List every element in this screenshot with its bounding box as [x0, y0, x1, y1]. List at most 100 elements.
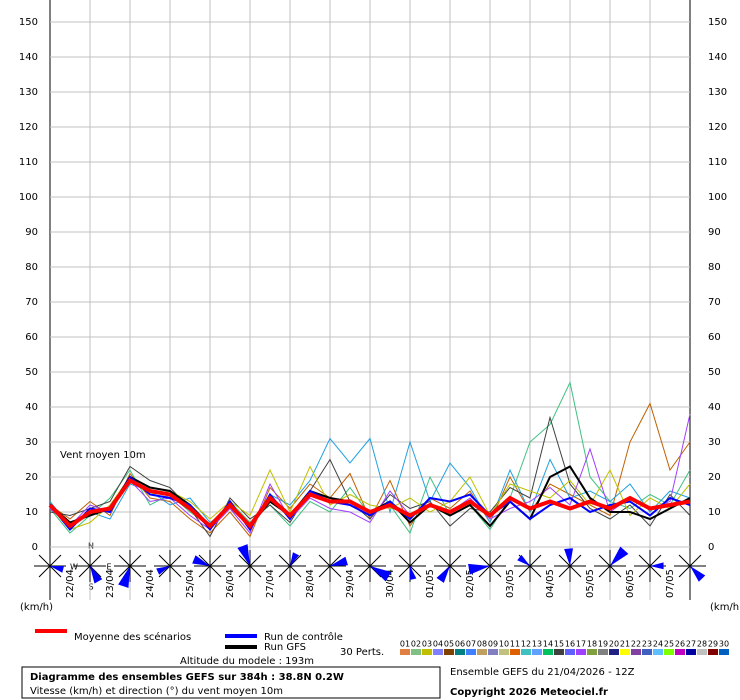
perturbation-code: 10 — [499, 640, 509, 649]
x-tick-label: 03/05 — [505, 569, 516, 598]
footer-box — [21, 666, 441, 699]
perturbation-code: 18 — [587, 640, 597, 649]
perturbation-swatch — [499, 649, 509, 655]
rose-petal — [517, 554, 530, 566]
y2-tick-label: 20 — [708, 472, 721, 483]
perturbation-code: 09 — [488, 640, 498, 649]
y2-tick-label: 30 — [708, 437, 721, 448]
perturbation-code: 14 — [543, 640, 553, 649]
y2-tick-label: 110 — [708, 157, 727, 168]
perturbation-swatch — [455, 649, 465, 655]
y-tick-label: 150 — [19, 17, 38, 28]
perturbation-swatch — [466, 649, 476, 655]
y-tick-label: 70 — [25, 297, 38, 308]
x-tick-label: 25/04 — [185, 569, 196, 598]
perturbation-code: 25 — [664, 640, 674, 649]
y-tick-label: 110 — [19, 157, 38, 168]
y2-tick-label: 100 — [708, 192, 727, 203]
perturbation-line — [49, 415, 691, 538]
perturbation-code: 30 — [719, 640, 729, 649]
perturbation-swatch — [642, 649, 652, 655]
y2-tick-label: 60 — [708, 332, 721, 343]
perturbation-code: 17 — [576, 640, 586, 649]
perturbation-code: 04 — [433, 640, 443, 649]
copyright: Copyright 2026 Meteociel.fr — [450, 687, 608, 698]
rose-petal — [650, 562, 664, 570]
y2-tick-label: 80 — [708, 262, 721, 273]
perturbation-swatch — [477, 649, 487, 655]
perturbation-code: 15 — [554, 640, 564, 649]
perturbation-code: 26 — [675, 640, 685, 649]
series-line — [49, 475, 691, 532]
y-tick-label: 90 — [25, 227, 38, 238]
perturbation-code: 22 — [631, 640, 641, 649]
unit-right: (km/h) — [710, 602, 740, 613]
perturbation-swatch — [543, 649, 553, 655]
run-info: Ensemble GEFS du 21/04/2026 - 12Z — [450, 667, 635, 678]
perturbation-swatch — [653, 649, 663, 655]
perturbation-swatch — [708, 649, 718, 655]
perturbation-swatch — [576, 649, 586, 655]
footer-title: Diagramme des ensembles GEFS sur 384h : … — [30, 672, 344, 683]
perturbation-swatch — [631, 649, 641, 655]
x-tick-label: 23/04 — [105, 569, 116, 598]
perturbation-swatch — [400, 649, 410, 655]
perturbation-swatch — [532, 649, 542, 655]
y-tick-label: 10 — [25, 507, 38, 518]
perturbation-swatch — [411, 649, 421, 655]
rose-petal — [690, 566, 706, 582]
perturbation-code: 07 — [466, 640, 476, 649]
perturbation-swatch — [510, 649, 520, 655]
perturbation-code: 16 — [565, 640, 575, 649]
perturbation-swatch — [521, 649, 531, 655]
perturbation-swatch — [598, 649, 608, 655]
x-tick-label: 05/05 — [585, 569, 596, 598]
y-tick-label: 80 — [25, 262, 38, 273]
perturbation-code: 28 — [697, 640, 707, 649]
perturbation-code: 24 — [653, 640, 663, 649]
perturbation-swatch — [554, 649, 564, 655]
altitude: Altitude du modele : 193m — [180, 656, 314, 667]
x-tick-label: 27/04 — [265, 569, 276, 598]
perturbation-code: 11 — [510, 640, 520, 649]
x-tick-label: 30/04 — [385, 569, 396, 598]
y2-tick-label: 150 — [708, 17, 727, 28]
legend-label: Moyenne des scénarios — [74, 631, 191, 643]
perturbation-swatch — [488, 649, 498, 655]
perturbation-swatch — [675, 649, 685, 655]
perturbation-swatch — [565, 649, 575, 655]
perturbation-code: 12 — [521, 640, 531, 649]
legend-label: Run de contrôle — [264, 631, 343, 643]
annotation: Vent moyen 10m — [60, 450, 146, 461]
rose-petal — [370, 566, 392, 582]
y-tick-label: 0 — [32, 542, 38, 553]
y2-tick-label: 120 — [708, 122, 727, 133]
rose-petal — [90, 566, 103, 584]
compass-e: E — [106, 563, 111, 572]
y-tick-label: 40 — [25, 402, 38, 413]
perturbation-code: 29 — [708, 640, 718, 649]
perturbation-swatch — [609, 649, 619, 655]
x-tick-label: 26/04 — [225, 569, 236, 598]
rose-petal — [610, 546, 629, 566]
perturbation-swatch — [686, 649, 696, 655]
perturbation-code: 19 — [598, 640, 608, 649]
rose-petal — [409, 566, 417, 580]
rose-petal — [237, 544, 250, 566]
x-tick-label: 04/05 — [545, 569, 556, 598]
perturbation-count: 30 Perts. — [340, 647, 384, 658]
perturbation-swatch — [664, 649, 674, 655]
unit-left: (km/h) — [20, 602, 53, 613]
compass-n: N — [88, 542, 94, 551]
perturbation-swatch — [620, 649, 630, 655]
rose-petal — [118, 566, 130, 588]
perturbation-line — [49, 413, 691, 534]
y-tick-label: 60 — [25, 332, 38, 343]
y-tick-label: 140 — [19, 52, 38, 63]
rose-petal — [290, 552, 300, 566]
x-tick-label: 01/05 — [425, 569, 436, 598]
y-tick-label: 20 — [25, 472, 38, 483]
x-tick-label: 07/05 — [665, 569, 676, 598]
perturbation-code: 03 — [422, 640, 432, 649]
